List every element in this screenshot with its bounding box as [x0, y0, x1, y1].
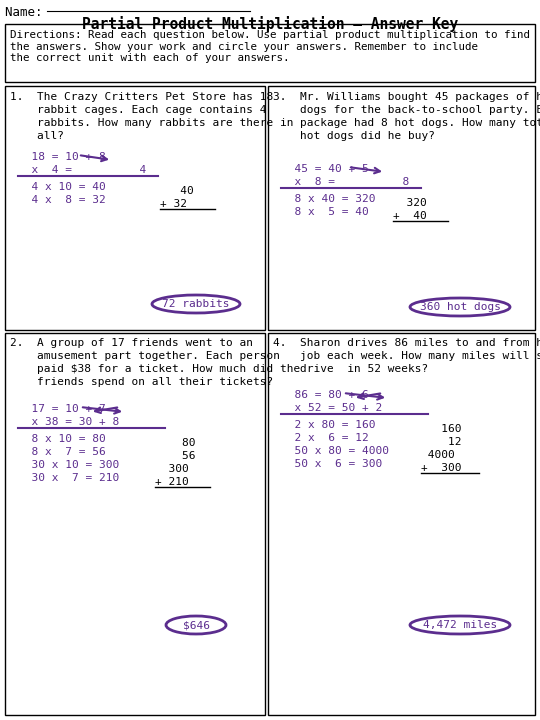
Text: 45 = 40 + 5: 45 = 40 + 5 — [281, 164, 369, 174]
Bar — [5, 333, 265, 715]
Text: 18 = 10 + 8: 18 = 10 + 8 — [18, 152, 106, 162]
Bar — [5, 86, 265, 330]
Text: 8 x  5 = 40: 8 x 5 = 40 — [281, 207, 369, 217]
Text: 4.  Sharon drives 86 miles to and from her: 4. Sharon drives 86 miles to and from he… — [273, 338, 540, 348]
Text: 50 x  6 = 300: 50 x 6 = 300 — [281, 459, 382, 469]
Bar — [5, 24, 535, 82]
Text: Directions: Read each question below. Use partial product multiplication to find: Directions: Read each question below. Us… — [10, 30, 530, 63]
Text: x 38 = 30 + 8: x 38 = 30 + 8 — [18, 417, 119, 427]
Text: 50 x 80 = 4000: 50 x 80 = 4000 — [281, 446, 389, 456]
Text: 160: 160 — [421, 424, 462, 434]
Text: rabbit cages. Each cage contains 4: rabbit cages. Each cage contains 4 — [10, 105, 267, 115]
Text: $646: $646 — [183, 620, 210, 630]
Bar — [268, 86, 535, 330]
Text: + 32: + 32 — [160, 199, 187, 209]
Text: package had 8 hot dogs. How many total: package had 8 hot dogs. How many total — [273, 118, 540, 128]
Text: 30 x 10 = 300: 30 x 10 = 300 — [18, 460, 119, 470]
Text: +  300: + 300 — [421, 463, 462, 473]
Text: +  40: + 40 — [393, 211, 427, 221]
Text: amusement part together. Each person: amusement part together. Each person — [10, 351, 280, 361]
Text: + 210: + 210 — [155, 477, 189, 487]
Text: drive  in 52 weeks?: drive in 52 weeks? — [273, 364, 428, 374]
Text: 4 x 10 = 40: 4 x 10 = 40 — [18, 182, 106, 192]
Text: dogs for the back-to-school party. Each: dogs for the back-to-school party. Each — [273, 105, 540, 115]
Text: x  4 =          4: x 4 = 4 — [18, 165, 146, 175]
Text: 86 = 80 + 6: 86 = 80 + 6 — [281, 390, 369, 400]
Text: 4,472 miles: 4,472 miles — [423, 620, 497, 630]
Text: 4000: 4000 — [421, 450, 455, 460]
Text: 72 rabbits: 72 rabbits — [162, 299, 230, 309]
Text: 80: 80 — [155, 438, 195, 448]
Text: 4 x  8 = 32: 4 x 8 = 32 — [18, 195, 106, 205]
Text: 2 x 80 = 160: 2 x 80 = 160 — [281, 420, 375, 430]
Text: 30 x  7 = 210: 30 x 7 = 210 — [18, 473, 119, 483]
Text: 12: 12 — [421, 437, 462, 447]
Text: 17 = 10 + 7: 17 = 10 + 7 — [18, 404, 106, 414]
Text: 360 hot dogs: 360 hot dogs — [420, 302, 501, 312]
Text: Partial Product Multiplication – Answer Key: Partial Product Multiplication – Answer … — [82, 16, 458, 32]
Text: 8 x 40 = 320: 8 x 40 = 320 — [281, 194, 375, 204]
Text: 2.  A group of 17 friends went to an: 2. A group of 17 friends went to an — [10, 338, 253, 348]
Text: friends spend on all their tickets?: friends spend on all their tickets? — [10, 377, 273, 387]
Text: paid $38 for a ticket. How much did the: paid $38 for a ticket. How much did the — [10, 364, 300, 374]
Text: 8 x  7 = 56: 8 x 7 = 56 — [18, 447, 106, 457]
Text: 3.  Mr. Williams bought 45 packages of hot: 3. Mr. Williams bought 45 packages of ho… — [273, 92, 540, 102]
Text: rabbits. How many rabbits are there in: rabbits. How many rabbits are there in — [10, 118, 294, 128]
Bar — [268, 333, 535, 715]
Text: x  8 =          8: x 8 = 8 — [281, 177, 409, 187]
Text: 8 x 10 = 80: 8 x 10 = 80 — [18, 434, 106, 444]
Text: hot dogs did he buy?: hot dogs did he buy? — [273, 131, 435, 141]
Text: 300: 300 — [155, 464, 189, 474]
Text: 320: 320 — [393, 198, 427, 208]
Text: all?: all? — [10, 131, 64, 141]
Text: job each week. How many miles will she: job each week. How many miles will she — [273, 351, 540, 361]
Text: 40: 40 — [160, 186, 194, 196]
Text: 2 x  6 = 12: 2 x 6 = 12 — [281, 433, 369, 443]
Text: 56: 56 — [155, 451, 195, 461]
Text: 1.  The Crazy Critters Pet Store has 18: 1. The Crazy Critters Pet Store has 18 — [10, 92, 273, 102]
Text: Name:: Name: — [5, 6, 50, 19]
Text: x 52 = 50 + 2: x 52 = 50 + 2 — [281, 403, 382, 413]
